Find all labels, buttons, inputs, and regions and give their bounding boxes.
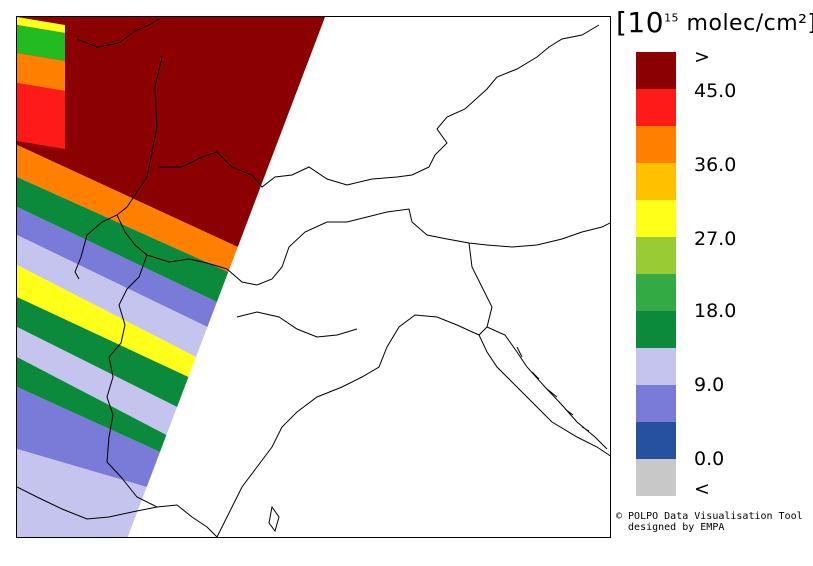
legend-color-box: [636, 89, 676, 126]
swath-band: [17, 265, 197, 377]
legend-label: 9.0: [694, 374, 725, 396]
border-line: [157, 24, 600, 188]
legend-label: 45.0: [694, 80, 737, 102]
border-line: [116, 208, 610, 286]
swath-band: [17, 357, 167, 452]
coastline: [486, 326, 608, 450]
swath-band: [17, 177, 229, 302]
border-line: [106, 254, 218, 537]
swath-edge-stripe: [17, 53, 65, 91]
legend-color-box: [636, 348, 676, 385]
swath-band: [17, 235, 208, 357]
swath-band: [17, 145, 238, 272]
swath-band: [17, 327, 178, 435]
legend-color-box: [636, 422, 676, 459]
swath-band: [17, 387, 160, 487]
credit-text: © POLPO Data Visualisation Tool designed…: [616, 511, 803, 533]
border-line: [74, 18, 163, 280]
swath-band: [17, 449, 147, 537]
swath-edge-stripe: [17, 25, 65, 61]
swath-edge-stripe: [17, 83, 65, 149]
map-canvas: [17, 17, 610, 537]
swath-band: [17, 297, 189, 407]
legend-color-box: [636, 163, 676, 200]
legend-unit-label: [1015 molec/cm²]: [616, 4, 813, 39]
legend-color-box: [636, 200, 676, 237]
coastline: [17, 486, 158, 520]
legend-label: >: [694, 46, 710, 68]
coastline: [216, 242, 610, 537]
swath-band: [17, 207, 217, 327]
island: [268, 505, 280, 533]
coastline: [236, 311, 358, 338]
legend-label: <: [694, 478, 710, 500]
legend-label: 18.0: [694, 300, 737, 322]
credit-line-2: designed by EMPA: [616, 522, 725, 533]
legend-color-box: [636, 459, 676, 496]
swath-band: [17, 17, 325, 247]
legend-color-box: [636, 274, 676, 311]
legend-label: 0.0: [694, 448, 725, 470]
satellite-swath: [17, 17, 325, 537]
legend-color-box: [636, 126, 676, 163]
legend-color-box: [636, 385, 676, 422]
map-panel[interactable]: [16, 16, 611, 538]
swath-edge-stripe: [17, 17, 65, 33]
unit-suffix: molec/cm²]: [679, 11, 813, 36]
legend-label: 27.0: [694, 228, 737, 250]
legend-color-box: [636, 52, 676, 89]
country-borders: [17, 18, 610, 537]
unit-exponent: 15: [664, 11, 680, 25]
legend-color-box: [636, 237, 676, 274]
legend-color-box: [636, 311, 676, 348]
color-legend: [636, 52, 676, 496]
legend-label: 36.0: [694, 154, 737, 176]
credit-line-1: © POLPO Data Visualisation Tool: [616, 511, 803, 522]
unit-prefix: [10: [616, 6, 665, 39]
